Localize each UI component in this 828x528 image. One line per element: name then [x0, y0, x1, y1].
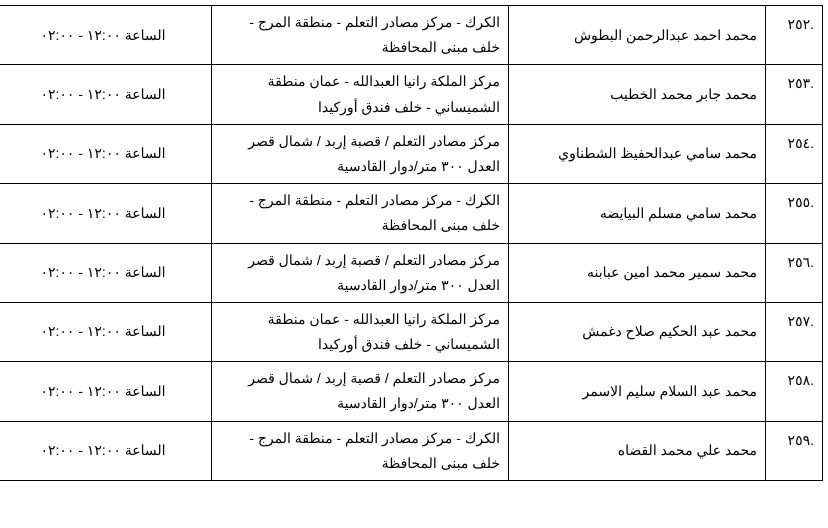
row-time: الساعة ١٢:٠٠ - ٠٢:٠٠ [0, 243, 212, 302]
table-row: .٢٥٧ محمد عبد الحكيم صلاح دغمش مركز المل… [0, 302, 823, 361]
row-index: .٢٥٣ [766, 65, 823, 124]
table-row: .٢٥٣ محمد جابر محمد الخطيب مركز الملكة ر… [0, 65, 823, 124]
row-name: محمد سامي مسلم البيايضه [509, 184, 766, 243]
row-location: الكرك - مركز مصادر التعلم - منطقة المرج … [212, 421, 509, 480]
table-row: .٢٥٤ محمد سامي عبدالحفيظ الشطناوي مركز م… [0, 124, 823, 183]
row-location: مركز مصادر التعلم / قصبة إربد / شمال قصر… [212, 124, 509, 183]
table-body: .٢٥٢ محمد احمد عبدالرحمن البطوش الكرك - … [0, 6, 823, 481]
row-name: محمد احمد عبدالرحمن البطوش [509, 6, 766, 65]
row-name: محمد جابر محمد الخطيب [509, 65, 766, 124]
row-time: الساعة ١٢:٠٠ - ٠٢:٠٠ [0, 65, 212, 124]
row-name: محمد عبد السلام سليم الاسمر [509, 362, 766, 421]
table-row: .٢٥٢ محمد احمد عبدالرحمن البطوش الكرك - … [0, 6, 823, 65]
row-location: مركز الملكة رانيا العبدالله - عمان منطقة… [212, 302, 509, 361]
row-location: الكرك - مركز مصادر التعلم - منطقة المرج … [212, 6, 509, 65]
row-time: الساعة ١٢:٠٠ - ٠٢:٠٠ [0, 362, 212, 421]
table-row: .٢٥٩ محمد علي محمد القضاه الكرك - مركز م… [0, 421, 823, 480]
row-location: الكرك - مركز مصادر التعلم - منطقة المرج … [212, 184, 509, 243]
row-name: محمد سمير محمد امين عبابنه [509, 243, 766, 302]
row-time: الساعة ١٢:٠٠ - ٠٢:٠٠ [0, 421, 212, 480]
row-index: .٢٥٢ [766, 6, 823, 65]
row-index: .٢٥٨ [766, 362, 823, 421]
schedule-table: .٢٥٢ محمد احمد عبدالرحمن البطوش الكرك - … [0, 5, 823, 481]
row-index: .٢٥٩ [766, 421, 823, 480]
row-name: محمد علي محمد القضاه [509, 421, 766, 480]
row-index: .٢٥٤ [766, 124, 823, 183]
row-location: مركز مصادر التعلم / قصبة إربد / شمال قصر… [212, 362, 509, 421]
row-time: الساعة ١٢:٠٠ - ٠٢:٠٠ [0, 6, 212, 65]
row-index: .٢٥٥ [766, 184, 823, 243]
row-index: .٢٥٦ [766, 243, 823, 302]
row-index: .٢٥٧ [766, 302, 823, 361]
row-name: محمد سامي عبدالحفيظ الشطناوي [509, 124, 766, 183]
row-time: الساعة ١٢:٠٠ - ٠٢:٠٠ [0, 124, 212, 183]
table-row: .٢٥٨ محمد عبد السلام سليم الاسمر مركز مص… [0, 362, 823, 421]
row-time: الساعة ١٢:٠٠ - ٠٢:٠٠ [0, 302, 212, 361]
table-row: .٢٥٦ محمد سمير محمد امين عبابنه مركز مصا… [0, 243, 823, 302]
table-row: .٢٥٥ محمد سامي مسلم البيايضه الكرك - مرك… [0, 184, 823, 243]
row-name: محمد عبد الحكيم صلاح دغمش [509, 302, 766, 361]
row-time: الساعة ١٢:٠٠ - ٠٢:٠٠ [0, 184, 212, 243]
row-location: مركز مصادر التعلم / قصبة إربد / شمال قصر… [212, 243, 509, 302]
row-location: مركز الملكة رانيا العبدالله - عمان منطقة… [212, 65, 509, 124]
